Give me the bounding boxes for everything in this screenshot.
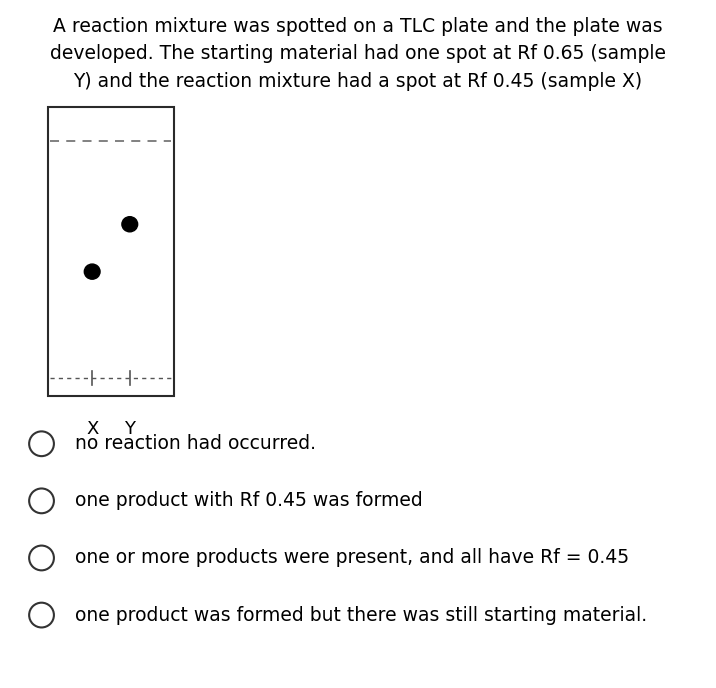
- Circle shape: [122, 217, 137, 232]
- Text: no reaction had occurred.: no reaction had occurred.: [75, 434, 316, 453]
- Text: one product with Rf 0.45 was formed: one product with Rf 0.45 was formed: [75, 491, 423, 510]
- Text: A reaction mixture was spotted on a TLC plate and the plate was
developed. The s: A reaction mixture was spotted on a TLC …: [50, 17, 666, 91]
- Circle shape: [84, 264, 100, 279]
- Text: X: X: [86, 420, 98, 438]
- Text: one or more products were present, and all have Rf = 0.45: one or more products were present, and a…: [75, 548, 629, 568]
- Text: Y: Y: [125, 420, 135, 438]
- Text: one product was formed but there was still starting material.: one product was formed but there was sti…: [75, 605, 647, 625]
- Bar: [49, 107, 173, 396]
